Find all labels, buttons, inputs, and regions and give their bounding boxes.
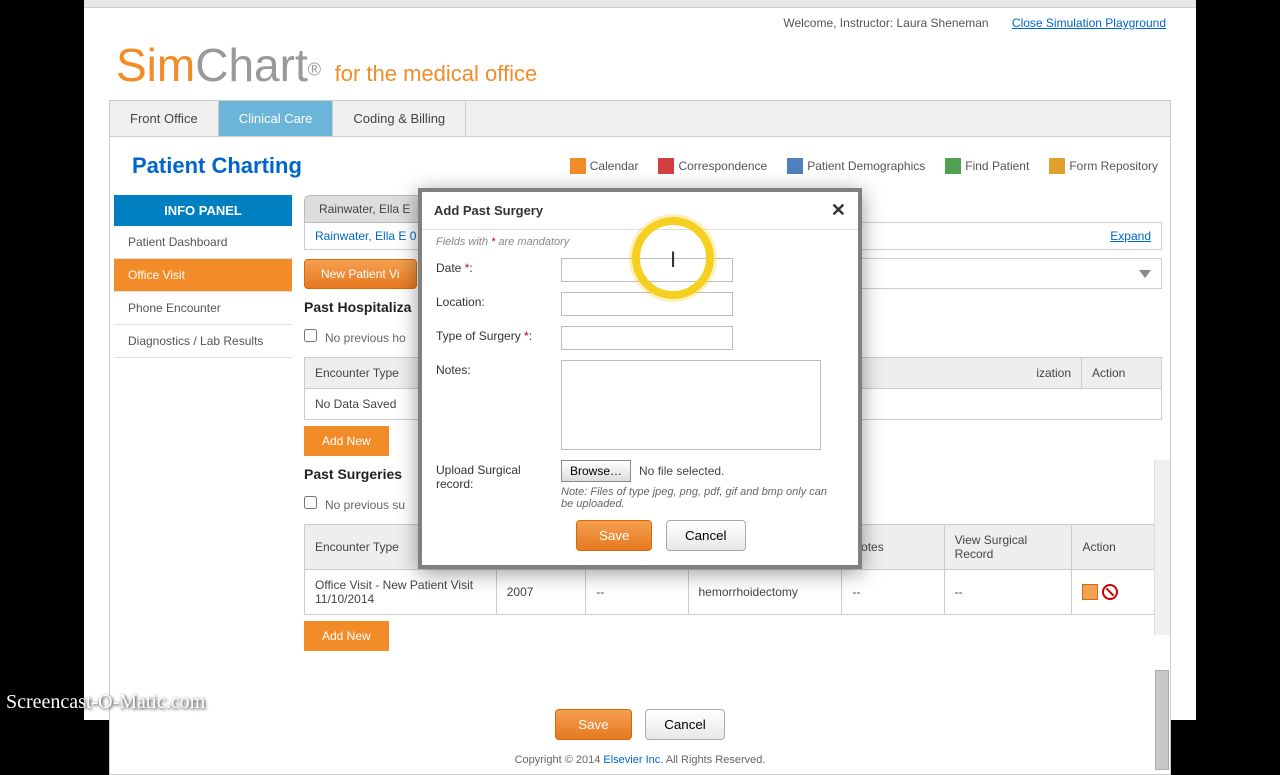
sidebar-item-phone[interactable]: Phone Encounter [114,292,292,325]
tab-coding-billing[interactable]: Coding & Billing [333,101,466,136]
modal-cancel-button[interactable]: Cancel [666,520,746,551]
col-view: View Surgical Record [944,525,1072,570]
surgery-type-input[interactable] [561,326,733,350]
no-prev-hosp-checkbox[interactable] [304,329,317,342]
add-past-surgery-modal: Add Past Surgery ✕ Fields with * are man… [418,188,862,569]
location-label: Location: [436,292,561,309]
sidebar-item-office-visit[interactable]: Office Visit [114,259,292,292]
notes-label: Notes: [436,360,561,377]
close-icon[interactable]: ✕ [831,200,846,221]
tab-front-office[interactable]: Front Office [110,101,219,136]
page-cancel-button[interactable]: Cancel [645,709,725,740]
page-save-button[interactable]: Save [555,709,631,740]
file-note: Note: Files of type jpeg, png, pdf, gif … [561,486,831,510]
watermark: Screencast-O-Matic.com [6,691,205,714]
col-action: Action [1082,358,1162,389]
mail-icon [658,158,674,174]
no-prev-surg-checkbox[interactable] [304,496,317,509]
patient-info-text: Rainwater, Ella E 0 [315,229,416,243]
sidebar-item-diagnostics[interactable]: Diagnostics / Lab Results [114,325,292,358]
patient-tab[interactable]: Rainwater, Ella E [304,195,425,223]
no-file-text: No file selected. [639,464,724,478]
add-new-surg-button[interactable]: Add New [304,621,389,651]
col-action2: Action [1072,525,1162,570]
calendar-icon [570,158,586,174]
expand-link[interactable]: Expand [1110,229,1151,243]
add-new-hosp-button[interactable]: Add New [304,426,389,456]
close-sim-link[interactable]: Close Simulation Playground [1012,16,1166,30]
table-row: Office Visit - New Patient Visit 11/10/2… [305,570,1162,615]
sidebar-item-dashboard[interactable]: Patient Dashboard [114,226,292,259]
page-title: Patient Charting [122,145,312,187]
logo: SimChart® for the medical office [84,38,1196,100]
footer: Copyright © 2014 Elsevier Inc. All Right… [110,746,1170,774]
welcome-text: Welcome, Instructor: Laura Sheneman [783,16,988,30]
location-input[interactable] [561,292,733,316]
notes-textarea[interactable] [561,360,821,450]
main-tabs: Front Office Clinical Care Coding & Bill… [110,101,1170,137]
form-repo-link[interactable]: Form Repository [1049,158,1158,174]
tab-clinical-care[interactable]: Clinical Care [219,101,334,136]
scrollbar[interactable] [1154,460,1170,635]
correspondence-link[interactable]: Correspondence [658,158,767,174]
new-patient-visit-button[interactable]: New Patient Vi [304,259,417,289]
browse-button[interactable]: Browse… [561,460,631,482]
calendar-link[interactable]: Calendar [570,158,639,174]
delete-icon[interactable] [1102,584,1118,600]
date-input[interactable] [561,258,733,282]
demographics-link[interactable]: Patient Demographics [787,158,925,174]
find-patient-link[interactable]: Find Patient [945,158,1029,174]
info-panel-header: INFO PANEL [114,195,292,226]
form-icon [1049,158,1065,174]
surgery-type-label: Type of Surgery *: [436,326,561,343]
elsevier-link[interactable]: Elsevier Inc. [603,754,663,766]
date-label: Date *: [436,258,561,275]
people-icon [787,158,803,174]
mandatory-note: Fields with * are mandatory [436,236,844,248]
modal-title: Add Past Surgery [434,203,543,218]
edit-icon[interactable] [1082,584,1098,600]
chevron-down-icon [1139,270,1151,278]
modal-save-button[interactable]: Save [576,520,652,551]
search-icon [945,158,961,174]
upload-label: Upload Surgical record: [436,460,561,491]
